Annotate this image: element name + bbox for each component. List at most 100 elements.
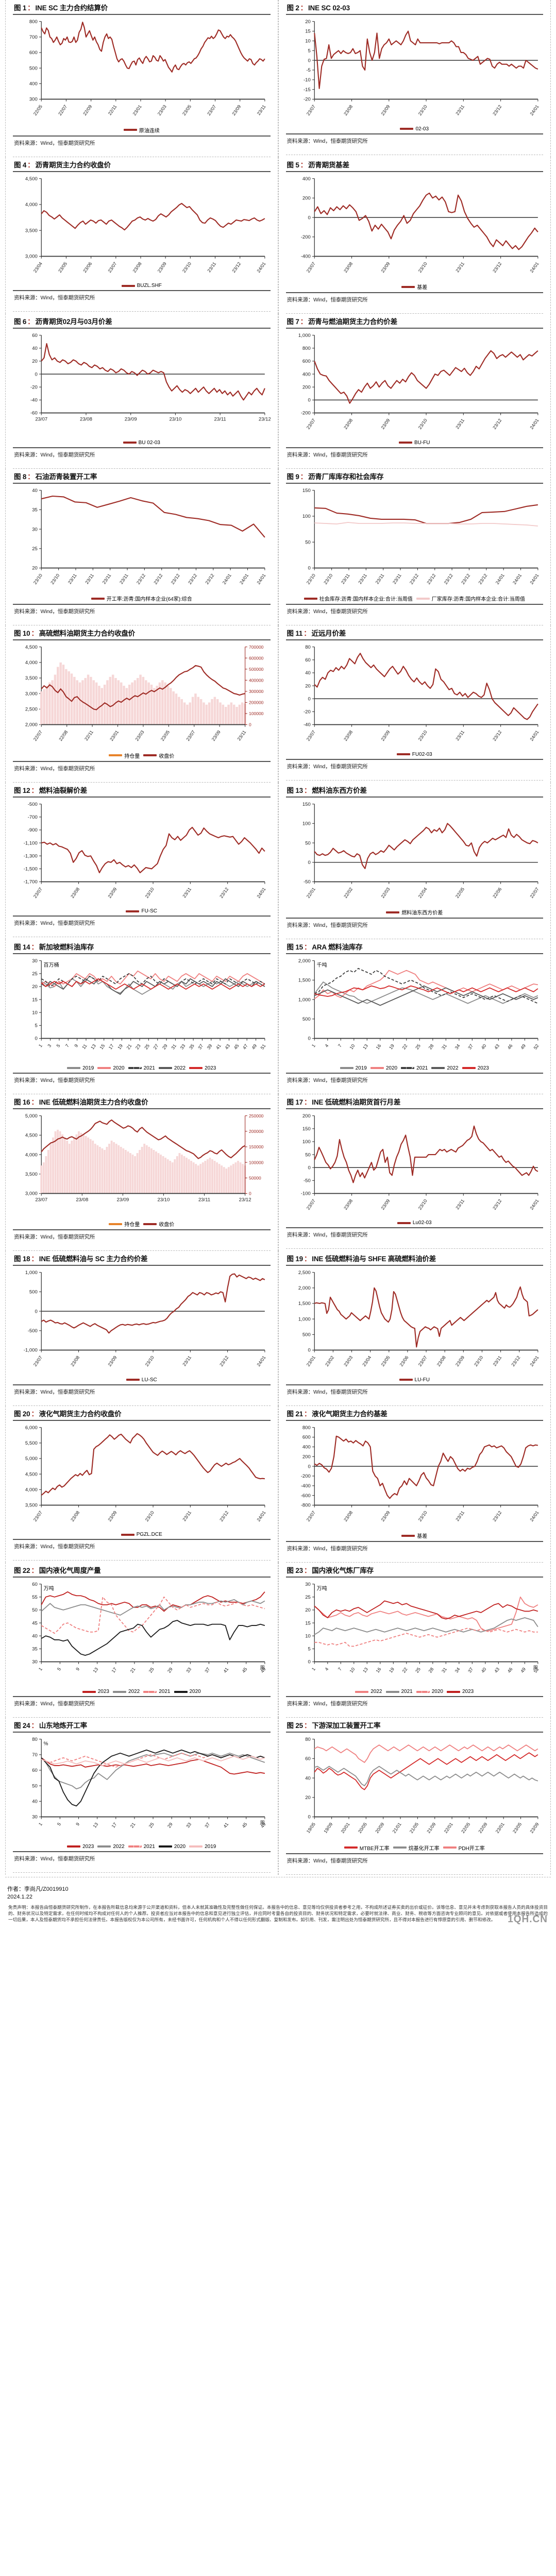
- figure-12: 图 13：燃料油东西方价差 -50 0 50 100 150 22/01 22/02 22/03…: [285, 783, 543, 940]
- svg-text:20: 20: [305, 683, 311, 689]
- svg-text:0: 0: [308, 1659, 310, 1665]
- svg-text:24/01: 24/01: [256, 886, 267, 899]
- legend-label: PGZL.DCE: [136, 1532, 162, 1538]
- svg-text:23/12: 23/12: [239, 1197, 251, 1202]
- svg-text:55: 55: [32, 1595, 38, 1600]
- cell-spacer: [285, 1241, 543, 1249]
- svg-text:100: 100: [302, 1139, 310, 1145]
- svg-text:49: 49: [519, 1667, 527, 1674]
- svg-text:22/05: 22/05: [454, 886, 465, 899]
- svg-text:0: 0: [35, 1036, 38, 1042]
- svg-text:500: 500: [29, 65, 38, 71]
- svg-text:3,000: 3,000: [25, 691, 38, 697]
- svg-text:23/01: 23/01: [132, 104, 143, 116]
- svg-text:24/01: 24/01: [239, 572, 249, 585]
- svg-text:9: 9: [75, 1667, 80, 1672]
- legend-item: 燃料油东西方价差: [386, 908, 443, 916]
- cell-spacer: [13, 461, 271, 469]
- plot-area: -200 0 200 400 600 800 1,000 23/07 23/08 23/09 23/…: [286, 330, 544, 439]
- source-note: 资料来源：Wind，恒泰期货研究所: [285, 918, 543, 931]
- legend-swatch-icon: [416, 597, 430, 600]
- svg-text:千吨: 千吨: [316, 962, 327, 969]
- figure-title-separator: ：: [300, 472, 308, 481]
- chart-cell: 图 16： INE 低硫燃料油期货主力合约收盘价 3,000 3,500 4,000 4,…: [5, 1094, 278, 1251]
- svg-text:4,000: 4,000: [25, 1152, 38, 1158]
- legend-label: 2020: [174, 1843, 186, 1850]
- legend-item: 2020: [174, 1689, 201, 1694]
- svg-text:-50: -50: [304, 879, 311, 885]
- svg-text:23/08: 23/08: [343, 1510, 353, 1522]
- legend-swatch-icon: [91, 597, 105, 600]
- legend-item: BU-FU: [398, 440, 430, 446]
- svg-text:23/08: 23/08: [76, 1197, 88, 1202]
- svg-text:-60: -60: [30, 411, 38, 416]
- figure-19: 图 20：液化气期货主力合约收盘价 3,500 4,000 4,500 5,000 5,5…: [13, 1406, 271, 1561]
- svg-text:37: 37: [467, 1043, 474, 1050]
- legend-label: FU-SC: [141, 908, 158, 914]
- svg-text:22/02: 22/02: [343, 886, 353, 899]
- svg-text:41: 41: [215, 1043, 222, 1050]
- svg-text:22/07: 22/07: [529, 886, 540, 899]
- svg-text:-200: -200: [300, 411, 310, 416]
- svg-text:23/09: 23/09: [125, 417, 137, 422]
- figure-number: 图 4: [14, 161, 27, 169]
- title-rule: [285, 14, 543, 15]
- svg-text:3,500: 3,500: [25, 675, 38, 681]
- chart-legend: FU02-03: [286, 751, 544, 758]
- svg-text:100000: 100000: [249, 1160, 264, 1165]
- figure-8: 图 9：沥青厂库库存和社会库存 0 50 100 150 23/10 23/10 23/11 2…: [285, 469, 543, 626]
- svg-text:1,500: 1,500: [298, 1301, 310, 1307]
- svg-text:1: 1: [310, 1043, 316, 1048]
- svg-text:29: 29: [166, 1667, 174, 1674]
- figure-title: 图 18： INE 低硫燃料油与 SC 主力合约价差: [13, 1251, 271, 1265]
- chart-cell: 图 13：燃料油东西方价差 -50 0 50 100 150 22/01 22/02 22/03…: [278, 782, 551, 940]
- svg-text:-1,700: -1,700: [24, 879, 38, 885]
- svg-text:30: 30: [32, 958, 38, 964]
- svg-text:24/01: 24/01: [256, 1355, 267, 1367]
- title-rule: [13, 482, 271, 484]
- legend-swatch-icon: [97, 1845, 111, 1848]
- legend-label: 2022: [370, 1689, 382, 1695]
- figure-title-separator: ：: [31, 943, 38, 952]
- svg-text:150: 150: [302, 487, 310, 493]
- legend-item: 原油连续: [123, 126, 160, 134]
- svg-text:0: 0: [308, 697, 310, 702]
- svg-text:34: 34: [453, 1667, 461, 1674]
- svg-text:23/12: 23/12: [231, 261, 242, 273]
- figure-number: 图 1: [14, 4, 27, 12]
- svg-text:5: 5: [56, 1667, 62, 1672]
- svg-text:23/12: 23/12: [492, 261, 502, 273]
- svg-text:23/01: 23/01: [494, 1822, 505, 1834]
- svg-text:0: 0: [308, 58, 310, 63]
- figure-title-text: 沥青期货基差: [308, 161, 349, 169]
- figure-title-separator: ：: [27, 4, 35, 12]
- legend-item: 2022: [355, 1689, 382, 1694]
- legend-item: 2020: [97, 1065, 125, 1071]
- figure-title-text: INE 低硫燃料油与 SHFE 高硫燃料油价差: [312, 1255, 436, 1263]
- svg-text:4,000: 4,000: [25, 202, 38, 208]
- svg-text:80: 80: [32, 1737, 38, 1742]
- svg-text:24/01: 24/01: [529, 104, 540, 116]
- svg-text:3,500: 3,500: [25, 1172, 38, 1177]
- legend-label: 燃料油东西方价差: [401, 910, 443, 917]
- svg-text:23/12: 23/12: [460, 572, 471, 585]
- figure-number: 图 9: [287, 472, 299, 481]
- cell-spacer: [285, 306, 543, 314]
- svg-text:19/05: 19/05: [305, 1822, 316, 1834]
- svg-text:23/10: 23/10: [417, 1510, 428, 1522]
- svg-text:500: 500: [302, 1332, 310, 1338]
- legend-swatch-icon: [123, 442, 137, 444]
- source-note: 资料来源：Wind，恒泰期货研究所: [13, 604, 271, 618]
- figure-6: 图 7：沥青与燃油期货主力合约价差 -200 0 200 400 600 800 1,000 2…: [285, 314, 544, 469]
- title-rule: [13, 1419, 271, 1421]
- svg-text:34: 34: [453, 1043, 461, 1050]
- svg-text:23/12: 23/12: [259, 417, 271, 422]
- svg-text:23/08: 23/08: [343, 261, 353, 273]
- svg-text:43: 43: [493, 1667, 500, 1674]
- legend-label: LU-SC: [141, 1377, 157, 1383]
- svg-text:25: 25: [143, 1043, 150, 1050]
- svg-text:150000: 150000: [249, 1144, 264, 1149]
- svg-text:4: 4: [324, 1667, 329, 1672]
- source-note: 资料来源：Wind，恒泰期货研究所: [285, 1227, 543, 1241]
- svg-text:17: 17: [108, 1043, 115, 1050]
